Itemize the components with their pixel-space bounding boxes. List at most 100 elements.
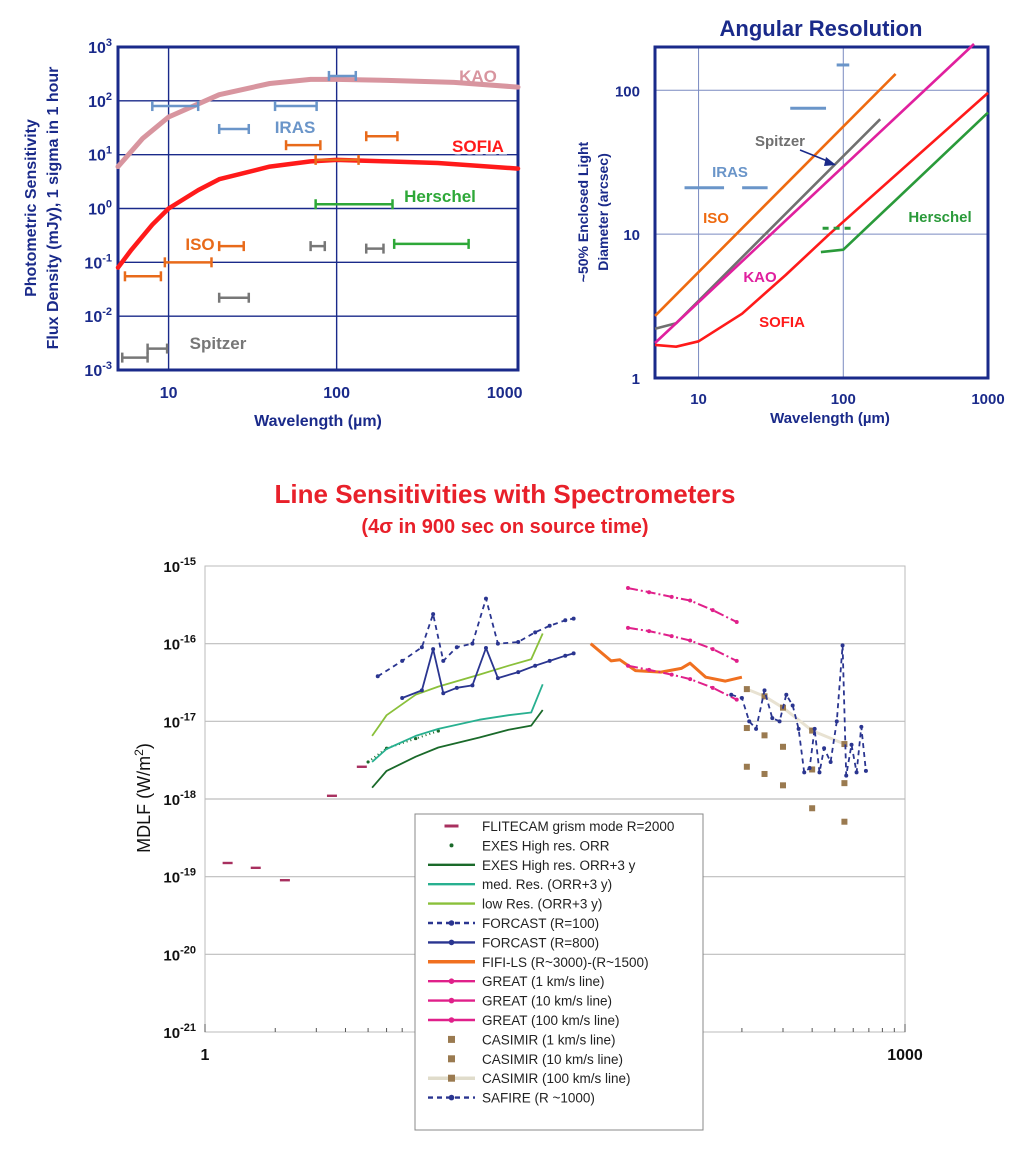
series-6-marker (470, 683, 475, 688)
series-spitzer (654, 118, 882, 330)
series-14-marker (844, 773, 849, 778)
series-8-marker (688, 598, 693, 603)
series-kao (115, 76, 521, 170)
legend-marker (448, 1017, 455, 1023)
series-8-marker (734, 620, 739, 625)
legend-swatch (448, 1055, 455, 1063)
bar-iras-2 (273, 101, 318, 112)
legend-marker (448, 1074, 455, 1082)
series-13-marker (743, 686, 750, 693)
series-14-marker (729, 692, 734, 697)
series-9-marker (626, 625, 631, 630)
legend-label: GREAT (100 km/s line) (482, 1013, 620, 1028)
series-12-mark (761, 732, 768, 739)
chart-subtitle: (4σ in 900 sec on source time) (361, 516, 648, 538)
series-5 (377, 597, 574, 678)
series-14-marker (770, 716, 775, 721)
series-13-marker (841, 741, 848, 748)
series-6-marker (483, 645, 488, 650)
y-axis-label: MDLF (W/m2) (132, 743, 154, 853)
series-5-marker (547, 623, 552, 628)
series-12-mark (743, 725, 750, 732)
bar-herschel-0 (314, 199, 394, 210)
series-14-marker (828, 759, 833, 764)
legend-item: SAFIRE (R ~1000) (428, 1091, 595, 1106)
y-tick-label: 100 (88, 199, 112, 219)
sensitivity-chart: 10-3 10-2 10-1 100 101 102 103 10 100 1000 Wavelen… (23, 37, 523, 430)
series-9-marker (688, 638, 693, 643)
plot-frame (653, 45, 990, 380)
legend-label: med. Res. (ORR+3 y) (482, 877, 612, 892)
series-14-marker (840, 643, 845, 648)
series-8-marker (710, 608, 715, 613)
series-3 (371, 683, 544, 763)
bar-spitzer-3 (309, 241, 327, 252)
series-12-mark (809, 766, 816, 773)
y-tick-label: 10-3 (84, 360, 112, 380)
label-spitzer: Spitzer (190, 334, 247, 353)
bar-iso-0 (123, 271, 163, 282)
bar-iras-0 (151, 101, 200, 112)
x-axis-label: Wavelength (µm) (770, 410, 890, 427)
legend-item: FORCAST (R=100) (428, 916, 599, 931)
label-iras: IRAS (275, 118, 316, 137)
series-5-marker (483, 596, 488, 601)
legend-label: FORCAST (R=100) (482, 916, 599, 931)
series-13-marker (809, 727, 816, 734)
y-tick-label: 1 (632, 371, 640, 388)
legend-item: med. Res. (ORR+3 y) (428, 877, 612, 892)
series-14-marker (859, 724, 864, 729)
bar-herschel-1 (392, 238, 470, 249)
series-10-marker (669, 672, 674, 677)
label-iso: ISO (703, 210, 729, 227)
legend-label: EXES High res. ORR+3 y (482, 858, 636, 873)
series-4 (371, 633, 544, 737)
series-6-marker (547, 658, 552, 663)
bar-iras-3 (327, 70, 358, 81)
y-axis-label-2: Diameter (arcsec) (595, 153, 611, 271)
label-kao: KAO (459, 67, 497, 86)
series-14-marker (812, 726, 817, 731)
series-14-marker (777, 719, 782, 724)
legend-label: GREAT (10 km/s line) (482, 994, 612, 1009)
series-sofia (115, 157, 521, 270)
series-6-marker (454, 685, 459, 690)
legend-item: CASIMIR (10 km/s line) (448, 1052, 623, 1067)
bar-spitzer-1 (146, 343, 169, 354)
y-tick-label: 10-19 (163, 867, 196, 887)
legend-label: FIFI-LS (R~3000)-(R~1500) (482, 955, 649, 970)
series-5-marker (533, 630, 538, 635)
series-14-marker (807, 766, 812, 771)
series-8 (627, 587, 738, 623)
series-6-marker (563, 653, 568, 658)
bar-iso-2 (217, 241, 245, 252)
x-tick-label: 100 (323, 385, 350, 402)
series-11-mark (761, 770, 768, 777)
series-6-marker (495, 676, 500, 681)
legend-item: GREAT (1 km/s line) (428, 974, 605, 989)
label-spitzer: Spitzer (755, 133, 805, 150)
y-tick-label: 103 (88, 37, 112, 57)
series-5-marker (563, 618, 568, 623)
series-12-mark (841, 780, 848, 787)
y-axis-label-1: ~50% Enclosed Light (575, 141, 591, 282)
legend-item: EXES High res. ORR+3 y (428, 858, 636, 873)
series-14-marker (854, 770, 859, 775)
x-tick-label: 1000 (887, 1047, 923, 1064)
legend-label: FORCAST (R=800) (482, 935, 599, 950)
bar-spitzer-0 (121, 352, 149, 363)
y-axis-label-1: Photometric Sensitivity (23, 119, 40, 297)
legend-marker (448, 939, 455, 946)
y-tick-label: 10 (623, 227, 640, 244)
y-tick-label: 10-15 (163, 556, 196, 576)
series-14-marker (754, 726, 759, 731)
y-tick-label: 10-16 (163, 634, 196, 654)
legend-label: GREAT (1 km/s line) (482, 974, 605, 989)
x-tick-label: 100 (831, 391, 856, 408)
series-1-mark (366, 760, 370, 764)
series-6-marker (571, 651, 576, 656)
legend-swatch (448, 1035, 455, 1043)
y-tick-label: 102 (88, 91, 112, 111)
legend-item: CASIMIR (1 km/s line) (448, 1032, 616, 1047)
x-tick-label: 1000 (971, 391, 1004, 408)
